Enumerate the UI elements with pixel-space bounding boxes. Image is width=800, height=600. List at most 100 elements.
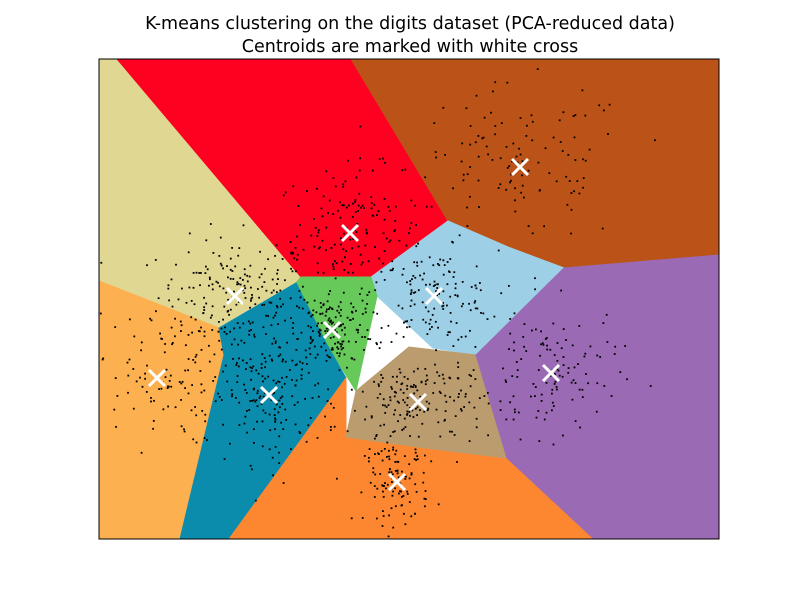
data-point xyxy=(478,206,480,208)
data-point xyxy=(423,272,425,275)
data-point xyxy=(275,305,278,307)
data-point xyxy=(368,291,371,294)
data-point xyxy=(263,281,266,283)
data-point xyxy=(329,337,332,339)
data-point xyxy=(341,343,343,346)
data-point xyxy=(393,395,396,398)
data-point xyxy=(468,302,470,305)
data-point xyxy=(377,210,380,213)
data-point xyxy=(376,343,378,346)
data-point xyxy=(246,280,249,283)
data-point xyxy=(505,418,508,421)
data-point xyxy=(327,319,330,322)
data-point xyxy=(233,338,236,341)
data-point xyxy=(144,377,146,380)
data-point xyxy=(320,207,323,210)
data-point xyxy=(359,157,361,160)
data-point xyxy=(321,239,324,242)
data-point xyxy=(516,376,519,378)
data-point xyxy=(327,388,329,391)
data-point xyxy=(298,290,301,292)
data-point xyxy=(361,517,364,519)
data-point xyxy=(184,369,187,372)
data-point xyxy=(230,389,233,391)
data-point xyxy=(552,443,555,446)
data-point xyxy=(515,361,518,363)
data-point xyxy=(458,393,460,395)
data-point xyxy=(354,211,357,213)
data-point xyxy=(332,213,335,215)
data-point xyxy=(350,517,353,520)
data-point xyxy=(477,155,480,158)
data-point xyxy=(395,391,397,394)
data-point xyxy=(413,392,416,395)
data-point xyxy=(319,333,321,335)
data-point xyxy=(159,332,161,335)
data-point xyxy=(291,379,293,381)
data-point xyxy=(452,241,454,244)
data-point xyxy=(372,471,375,474)
data-point xyxy=(408,232,410,235)
data-point xyxy=(218,285,221,288)
data-point xyxy=(326,300,329,303)
data-point xyxy=(453,271,456,274)
data-point xyxy=(213,353,216,356)
data-point xyxy=(300,377,303,380)
data-point xyxy=(456,461,458,463)
data-point xyxy=(366,303,368,305)
data-point xyxy=(333,425,336,428)
data-point xyxy=(340,308,342,311)
data-point xyxy=(437,326,439,329)
data-point xyxy=(434,320,437,323)
data-point xyxy=(285,376,288,378)
data-point xyxy=(264,377,267,380)
data-point xyxy=(311,397,314,399)
data-point xyxy=(342,185,345,188)
data-point xyxy=(245,362,248,364)
data-point xyxy=(381,377,384,379)
data-point xyxy=(461,142,464,145)
data-point xyxy=(437,421,440,424)
data-point xyxy=(340,324,342,326)
data-point xyxy=(537,369,540,371)
data-point xyxy=(209,316,212,319)
data-point xyxy=(339,343,342,345)
data-point xyxy=(358,169,361,172)
data-point xyxy=(514,199,516,202)
data-point xyxy=(217,330,220,333)
data-point xyxy=(275,382,278,385)
data-point xyxy=(452,345,455,347)
data-point xyxy=(534,386,537,388)
data-point xyxy=(505,381,507,383)
data-point xyxy=(165,368,168,371)
data-point xyxy=(230,343,233,346)
data-point xyxy=(438,292,440,295)
data-point xyxy=(355,176,358,179)
data-point xyxy=(270,324,273,327)
data-point xyxy=(573,366,576,369)
data-point xyxy=(373,485,376,487)
data-point xyxy=(557,369,560,372)
data-point xyxy=(571,398,574,401)
data-point xyxy=(351,216,354,218)
data-point xyxy=(626,378,628,381)
data-point xyxy=(281,403,284,405)
data-point xyxy=(424,454,426,457)
data-point xyxy=(416,406,419,409)
data-point xyxy=(364,311,367,314)
data-point xyxy=(194,361,197,364)
data-point xyxy=(442,377,445,380)
data-point xyxy=(556,360,559,362)
data-point xyxy=(208,276,211,279)
data-point xyxy=(516,369,519,371)
data-point xyxy=(469,166,471,168)
data-point xyxy=(404,320,407,323)
data-point xyxy=(485,145,488,148)
data-point xyxy=(311,340,313,343)
data-point xyxy=(252,388,255,391)
data-point xyxy=(185,301,188,304)
data-point xyxy=(359,293,361,295)
data-point xyxy=(438,374,441,377)
data-point xyxy=(342,340,345,343)
data-point xyxy=(339,201,341,204)
